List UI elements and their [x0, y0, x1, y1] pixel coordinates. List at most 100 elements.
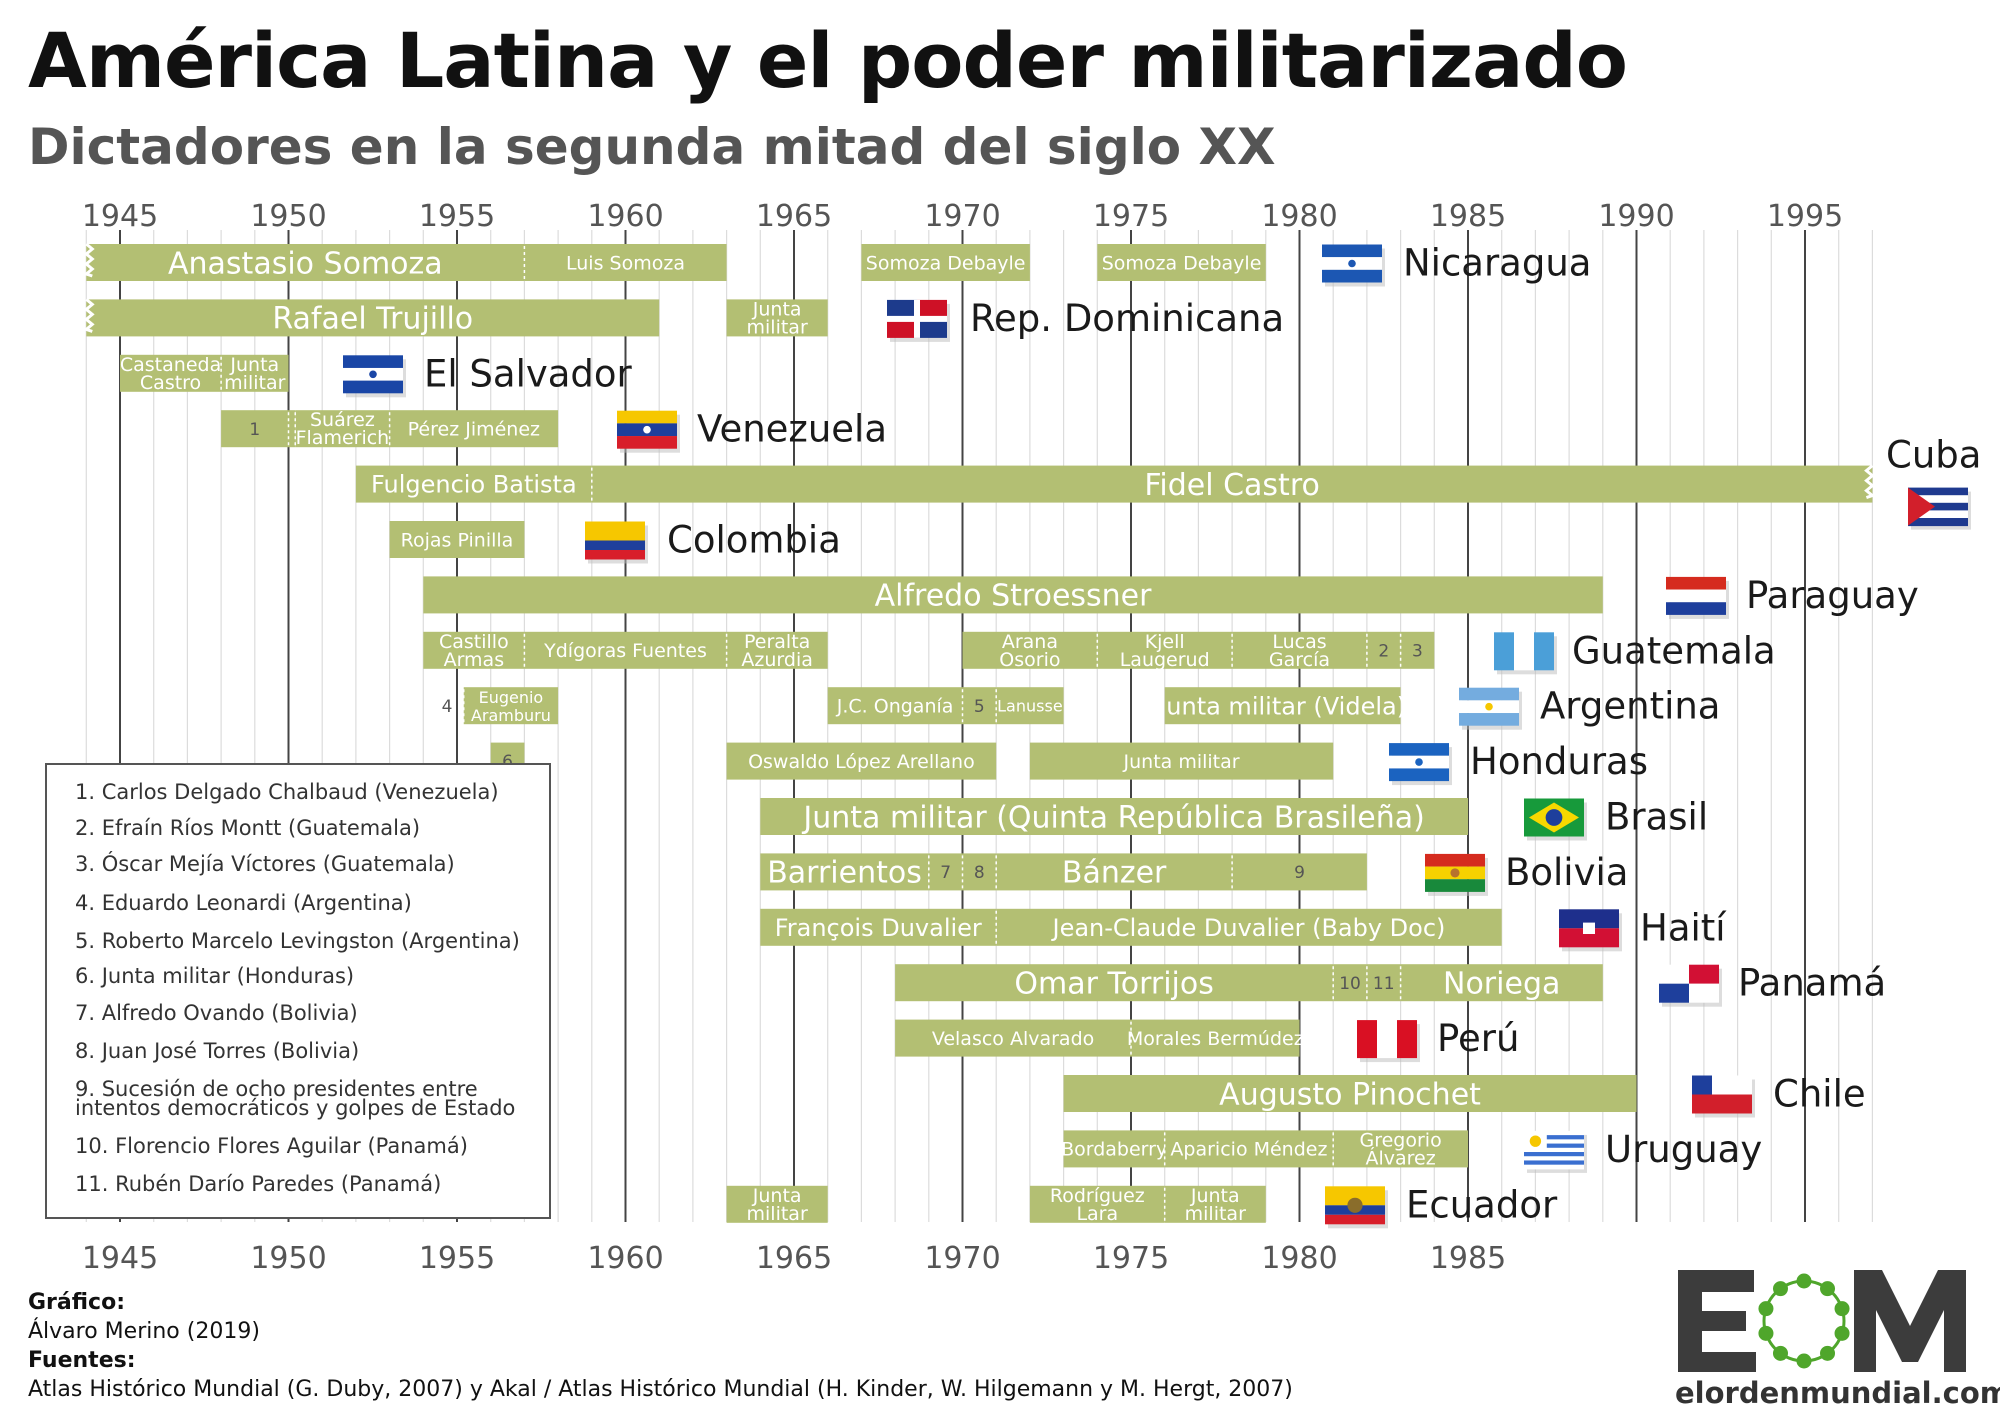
row-chile: Augusto Pinochet Chile — [1063, 1073, 1866, 1116]
flag-paraguay-icon — [1666, 576, 1729, 619]
row-cuba: Fulgencio Batista Fidel Castro Cuba — [355, 434, 1981, 503]
bar-label: Junta militar (Videla) — [1157, 692, 1406, 720]
bar-label: García — [1269, 649, 1330, 671]
cut-mark — [1864, 464, 1876, 500]
bar-segment — [827, 687, 963, 725]
bar-segment — [962, 631, 1098, 669]
bar-label: 7 — [940, 863, 951, 883]
bar-segment — [524, 244, 727, 281]
flag-uruguay-icon — [1524, 1130, 1587, 1173]
bar-label: 2 — [1378, 641, 1389, 661]
bar-label: Lucas — [1272, 631, 1326, 653]
bar-label: Junta militar (Quinta República Brasileñ… — [801, 800, 1424, 835]
bar-segment — [962, 853, 997, 891]
bar-label: Fidel Castro — [1144, 468, 1320, 503]
credits-grafico-label: Gráfico: — [28, 1290, 126, 1315]
bar-segment — [996, 853, 1233, 891]
note-item: 1. Carlos Delgado Chalbaud (Venezuela) — [75, 780, 499, 804]
bar-segment — [524, 631, 727, 669]
bar-label: Castaneda — [120, 354, 221, 376]
bar-segment — [288, 410, 296, 448]
cut-mark — [83, 242, 95, 278]
bar-label: Flamerich — [296, 427, 390, 449]
top-tick-label: 1985 — [1430, 199, 1506, 234]
bar-label: Jean-Claude Duvalier (Baby Doc) — [1050, 914, 1445, 942]
bar-label: Anastasio Somoza — [168, 246, 443, 281]
note-item: 6. Junta militar (Honduras) — [75, 964, 355, 988]
bar-label: Lara — [1076, 1203, 1118, 1225]
credits-grafico-value: Álvaro Merino (2019) — [28, 1319, 260, 1344]
row-paraguay: Alfredo Stroessner Paraguay — [423, 574, 1919, 617]
bar-label: Junta — [229, 354, 279, 376]
bottom-tick-label: 1955 — [419, 1241, 495, 1276]
chart-title: América Latina y el poder militarizado — [28, 16, 1628, 105]
bar-segment — [591, 465, 1873, 503]
bar-label: J.C. Onganía — [836, 696, 954, 718]
bar-segment — [86, 244, 525, 281]
bar-segment — [726, 299, 828, 337]
bar-segment — [221, 410, 289, 448]
bar-label: Rodríguez — [1050, 1185, 1145, 1207]
bar-segment — [1232, 853, 1367, 891]
country-label: Uruguay — [1605, 1128, 1762, 1171]
bar-label: Rafael Trujillo — [272, 302, 473, 337]
country-label: Argentina — [1540, 685, 1720, 728]
top-tick-label: 1975 — [1093, 199, 1169, 234]
top-tick-label: 1960 — [587, 199, 663, 234]
bar-segment — [1366, 631, 1401, 669]
logo-url: elordenmundial.com — [1675, 1376, 2000, 1410]
country-label: Venezuela — [697, 408, 887, 451]
note-item: 3. Óscar Mejía Víctores (Guatemala) — [75, 852, 455, 876]
bar-label: Junta — [752, 1185, 802, 1207]
country-label: Panamá — [1738, 962, 1886, 1005]
bar-segment — [1131, 1019, 1300, 1057]
country-label: Paraguay — [1746, 574, 1919, 617]
top-tick-label: 1955 — [419, 199, 495, 234]
bar-label: 11 — [1373, 974, 1395, 994]
bottom-tick-label: 1980 — [1261, 1241, 1337, 1276]
bar-segment — [1029, 742, 1334, 780]
bar-label: Pérez Jiménez — [408, 419, 540, 441]
bar-label: Castro — [140, 372, 201, 394]
flag-honduras-icon — [1389, 743, 1452, 786]
flag-ecuador-icon — [1325, 1186, 1388, 1229]
bar-segment — [726, 1185, 828, 1223]
row-colombia: Rojas Pinilla Colombia — [389, 519, 841, 562]
bar-label: militar — [224, 372, 285, 394]
bar-label: Barrientos — [767, 856, 922, 891]
bar-label: Kjell — [1145, 631, 1185, 653]
bar-segment — [1063, 1130, 1165, 1168]
flag-panam--icon — [1659, 964, 1722, 1007]
note-item: 5. Roberto Marcelo Levingston (Argentina… — [75, 929, 520, 953]
bar-label: Morales Bermúdez — [1127, 1028, 1304, 1050]
bar-segment — [423, 631, 525, 669]
country-label: Haití — [1640, 906, 1727, 949]
logo-letter-m — [1854, 1270, 1966, 1372]
flag-hait--icon — [1559, 909, 1622, 952]
top-tick-label: 1990 — [1598, 199, 1674, 234]
bar-label: François Duvalier — [775, 914, 982, 942]
credits-fuentes-value: Atlas Histórico Mundial (G. Duby, 2007) … — [28, 1377, 1293, 1402]
flag-chile-icon — [1692, 1075, 1755, 1118]
bar-label: Lanusse — [997, 696, 1063, 715]
bar-label: Oswaldo López Arellano — [748, 751, 975, 773]
bar-label: Bánzer — [1062, 856, 1167, 891]
note-item: 4. Eduardo Leonardi (Argentina) — [75, 891, 412, 915]
bar-label: Noriega — [1443, 967, 1560, 1002]
bar-segment — [1063, 1075, 1637, 1112]
flag-nicaragua-icon — [1322, 244, 1385, 287]
top-tick-label: 1965 — [756, 199, 832, 234]
bar-segment — [1164, 1185, 1266, 1223]
bottom-tick-label: 1945 — [82, 1241, 158, 1276]
bottom-tick-label: 1985 — [1430, 1241, 1506, 1276]
bar-segment — [1164, 1130, 1334, 1168]
bar-label: Osorio — [999, 649, 1060, 671]
bar-segment — [120, 354, 222, 392]
row-brasil: Junta militar (Quinta República Brasileñ… — [760, 796, 1708, 839]
bar-label: Aramburu — [471, 706, 551, 725]
flag-brasil-icon — [1524, 798, 1587, 841]
logo-letter-e — [1678, 1270, 1756, 1372]
